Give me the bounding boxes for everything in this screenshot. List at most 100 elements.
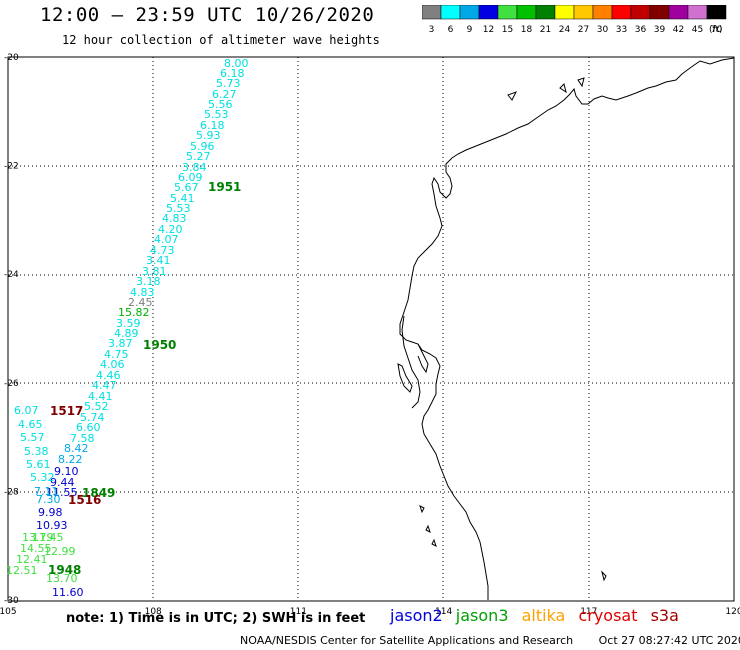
color-bin-label: 9: [467, 25, 473, 35]
latitude-tick: -24: [4, 270, 19, 280]
longitude-tick: 114: [435, 607, 452, 617]
wave-height-reading: 5.52: [84, 400, 109, 413]
longitude-tick: 105: [0, 607, 17, 617]
island-houtman-2: [425, 524, 431, 533]
longitude-tick-labels: 105 108 111 114 117 120: [0, 607, 740, 617]
color-bin-label: 36: [635, 25, 647, 35]
pass-time-label: 1849: [82, 486, 115, 500]
wave-height-reading: 3.41: [146, 254, 171, 267]
color-bin-label: 3: [429, 25, 435, 35]
coastline: [397, 57, 735, 600]
wave-height-reading: 3.18: [136, 275, 161, 288]
wave-height-reading: 5.53: [166, 202, 191, 215]
satellite-label-jason3: jason3: [455, 606, 509, 625]
wave-height-reading: 9.98: [38, 506, 63, 519]
wave-height-reading: 4.41: [88, 390, 113, 403]
latitude-tick: -28: [4, 487, 19, 497]
wave-height-reading: 5.67: [174, 181, 199, 194]
pass-time-label: 1950: [143, 338, 176, 352]
color-unit-label: (ft): [709, 25, 723, 35]
wave-height-reading: 9.10: [54, 465, 79, 478]
wave-height-reading: 13.70: [46, 572, 78, 585]
wave-height-reading: 8.42: [64, 442, 89, 455]
wave-height-reading: 5.38: [24, 445, 49, 458]
wave-height-reading: 12.99: [44, 545, 76, 558]
color-bin-label: 6: [448, 25, 454, 35]
footer: NOAA/NESDIS Center for Satellite Applica…: [240, 634, 740, 647]
wave-height-reading: 5.41: [170, 192, 195, 205]
wave-height-reading: 4.75: [104, 348, 129, 361]
island-houtman-1: [419, 505, 425, 514]
wave-height-reading: 8.00: [224, 57, 249, 70]
wave-height-reading: 5.96: [190, 140, 215, 153]
map-frame: [7, 56, 735, 602]
longitude-tick: 108: [145, 607, 162, 617]
wave-height-reading: 5.57: [20, 431, 45, 444]
wave-height-reading: 5.27: [186, 150, 211, 163]
latitude-tick-labels: -20 -22 -24 -26 -28 -30: [4, 53, 19, 606]
wave-height-reading: 4.47: [92, 379, 117, 392]
wave-height-reading: 4.46: [96, 369, 121, 382]
pass-time-label: 1517: [50, 404, 83, 418]
wave-height-reading: 6.18: [200, 119, 225, 132]
island-north-2: [559, 83, 567, 94]
wave-height-reading: 4.65: [18, 418, 43, 431]
satellite-legend: jason2 jason3 altika cryosat s3a: [390, 606, 687, 625]
color-scale-legend: 3 6 9 12 15 18 21 24 27 30 33 36 39 42 45 70(ft): [422, 5, 727, 35]
color-bin-label: 42: [673, 25, 684, 35]
color-bin-label: 70: [711, 25, 723, 35]
map-subtitle: 12 hour collection of altimeter wave hei…: [62, 33, 380, 47]
wave-height-reading: 11.55: [46, 486, 78, 499]
island-houtman-3: [431, 538, 437, 547]
pass-time-label: 1516: [68, 493, 101, 507]
color-bin-label: 21: [540, 25, 551, 35]
wave-height-reading: 3.81: [142, 265, 167, 278]
color-bin-label: 15: [502, 25, 513, 35]
grid-lines: [8, 57, 734, 601]
coastline-peninsula: [401, 315, 421, 409]
latitude-tick: -26: [4, 379, 19, 389]
wave-height-reading: 9.44: [50, 476, 75, 489]
color-swatch: [706, 5, 727, 20]
satellite-label-cryosat: cryosat: [578, 606, 638, 625]
satellite-label-jason2: jason2: [390, 606, 443, 625]
latitude-tick: -20: [4, 53, 19, 63]
wave-height-reading: 4.89: [114, 327, 139, 340]
wave-height-reading: 6.18: [220, 67, 245, 80]
altimeter-track-main: 8.006.185.736.275.565.536.185.935.965.27…: [46, 57, 249, 499]
wave-height-reading: 8.22: [58, 453, 83, 466]
color-bin-label: 30: [597, 25, 609, 35]
wave-height-reading: 6.09: [178, 171, 203, 184]
footer-timestamp: Oct 27 08:27:42 UTC 2020: [598, 634, 740, 647]
wave-height-reading: 4.73: [150, 244, 175, 257]
island-north-3: [577, 77, 585, 88]
wave-height-reading: 4.83: [130, 286, 155, 299]
color-bin-label: 27: [578, 25, 589, 35]
island-dirk-hartog: [397, 363, 413, 393]
wave-height-reading: 13.79: [22, 531, 54, 544]
wave-height-reading: 7.58: [70, 432, 95, 445]
wave-height-reading: 7.11: [34, 485, 59, 498]
wave-height-reading: 3.87: [108, 337, 133, 350]
wave-height-reading: 11.60: [52, 586, 84, 599]
wave-height-reading: 11.45: [32, 531, 64, 544]
wave-height-reading: 12.41: [16, 553, 48, 566]
units-note: note: 1) Time is in UTC; 2) SWH is in fe…: [66, 611, 366, 626]
wave-height-reading: 5.61: [26, 458, 51, 471]
footer-agency: NOAA/NESDIS Center for Satellite Applica…: [240, 634, 574, 647]
wave-height-reading: 14.55: [20, 542, 52, 555]
wave-height-reading: 6.07: [14, 404, 39, 417]
color-bin-label: 45: [692, 25, 703, 35]
wave-height-reading: 4.06: [100, 358, 125, 371]
shark-bay-inlet: [417, 343, 429, 374]
wave-height-reading: 2.45: [128, 296, 153, 309]
color-bin-label: 12: [483, 25, 494, 35]
wave-height-reading: 7.30: [36, 493, 61, 506]
color-bin-label: 24: [559, 25, 571, 35]
satellite-label-s3a: s3a: [650, 606, 679, 625]
wave-height-reading: 12.51: [6, 564, 38, 577]
wave-height-reading: 5.53: [204, 108, 229, 121]
wave-height-reading: 5.56: [208, 98, 233, 111]
